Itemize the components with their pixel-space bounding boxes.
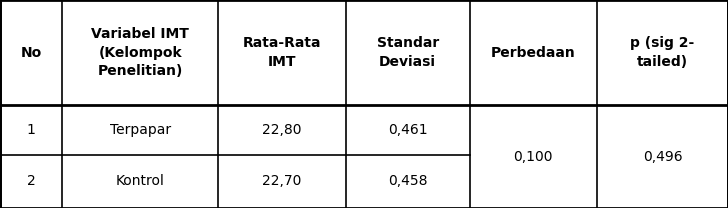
Text: Kontrol: Kontrol — [116, 175, 165, 188]
Text: 22,70: 22,70 — [262, 175, 302, 188]
Text: 0,458: 0,458 — [388, 175, 427, 188]
Text: 22,80: 22,80 — [262, 123, 302, 137]
Text: 0,496: 0,496 — [643, 150, 682, 163]
Text: Standar
Deviasi: Standar Deviasi — [376, 36, 439, 69]
Text: No: No — [20, 46, 41, 59]
Text: Perbedaan: Perbedaan — [491, 46, 576, 59]
Text: Variabel IMT
(Kelompok
Penelitian): Variabel IMT (Kelompok Penelitian) — [91, 27, 189, 78]
Text: 2: 2 — [26, 175, 36, 188]
Text: p (sig 2-
tailed): p (sig 2- tailed) — [630, 36, 695, 69]
Text: Terpapar: Terpapar — [110, 123, 170, 137]
Text: 0,461: 0,461 — [388, 123, 427, 137]
Text: Rata-Rata
IMT: Rata-Rata IMT — [243, 36, 321, 69]
Text: 0,100: 0,100 — [513, 150, 553, 163]
Text: 1: 1 — [26, 123, 36, 137]
